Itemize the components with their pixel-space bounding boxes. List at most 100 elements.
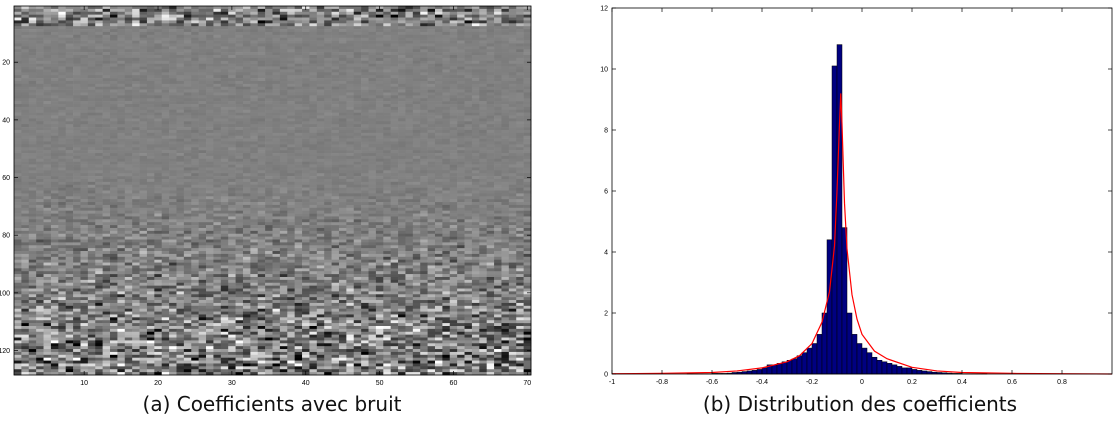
image-cell <box>390 135 399 139</box>
image-cell <box>132 181 140 186</box>
image-cell <box>324 43 332 47</box>
image-cell <box>316 26 325 30</box>
image-cell <box>449 66 458 70</box>
image-cell <box>250 147 259 151</box>
image-cell <box>139 98 148 102</box>
image-cell <box>80 167 89 171</box>
image-cell <box>265 147 273 151</box>
image-cell <box>73 127 81 131</box>
image-cell <box>65 115 74 119</box>
image-cell <box>28 150 37 154</box>
image-cell <box>486 69 495 73</box>
image-cell <box>486 138 495 142</box>
image-cell <box>471 66 480 70</box>
image-cell <box>87 176 96 180</box>
image-cell <box>353 98 362 102</box>
image-cell <box>132 49 140 53</box>
image-cell <box>279 181 288 186</box>
image-cell <box>294 66 303 70</box>
image-cell <box>110 109 118 113</box>
image-cell <box>302 118 310 122</box>
image-cell <box>36 80 44 85</box>
image-cell <box>516 115 524 119</box>
image-cell <box>338 95 347 99</box>
image-cell <box>486 199 495 203</box>
image-cell <box>154 144 163 148</box>
image-cell <box>316 83 325 88</box>
image-cell <box>242 129 251 134</box>
image-cell <box>420 202 428 206</box>
image-cell <box>412 135 421 139</box>
image-cell <box>28 127 37 131</box>
image-cell <box>398 161 406 165</box>
image-cell <box>176 176 185 180</box>
image-cell <box>154 63 163 67</box>
image-cell <box>87 95 96 99</box>
image-cell <box>206 181 214 186</box>
image-cell <box>257 121 266 125</box>
image-cell <box>434 190 443 194</box>
image-cell <box>43 20 52 24</box>
image-cell <box>486 40 495 44</box>
image-cell <box>176 26 185 30</box>
image-cell <box>257 196 266 200</box>
image-cell <box>95 147 103 151</box>
image-cell <box>257 167 266 171</box>
image-cell <box>124 118 133 122</box>
image-cell <box>43 98 52 102</box>
image-cell <box>87 199 96 203</box>
image-cell <box>43 57 52 62</box>
image-cell <box>235 49 244 53</box>
image-cell <box>479 17 487 21</box>
image-cell <box>213 83 222 88</box>
image-cell <box>309 60 318 64</box>
image-cell <box>479 178 487 183</box>
image-cell <box>331 155 340 160</box>
image-cell <box>139 129 148 134</box>
image-cell <box>80 17 89 21</box>
image-cell <box>257 138 266 142</box>
image-cell <box>265 115 273 119</box>
image-cell <box>353 147 362 151</box>
image-cell <box>405 40 414 44</box>
image-cell <box>449 167 458 171</box>
image-cell <box>154 23 163 27</box>
image-cell <box>442 155 451 160</box>
image-cell <box>338 92 347 96</box>
image-cell <box>58 20 66 24</box>
image-cell <box>508 106 517 111</box>
image-cell <box>191 26 199 30</box>
image-cell <box>508 92 517 96</box>
image-cell <box>420 57 428 62</box>
image-cell <box>442 161 451 165</box>
image-cell <box>434 17 443 21</box>
image-cell <box>361 115 369 119</box>
image-cell <box>494 153 502 157</box>
image-cell <box>442 34 451 39</box>
image-cell <box>353 121 362 125</box>
image-cell <box>198 63 207 67</box>
image-cell <box>161 101 170 105</box>
image-cell <box>21 95 30 99</box>
image-cell <box>191 6 199 10</box>
image-cell <box>183 141 192 145</box>
image-cell <box>412 112 421 116</box>
image-cell <box>427 173 436 177</box>
image-cell <box>287 63 295 67</box>
image-cell <box>50 95 59 99</box>
image-cell <box>302 129 310 134</box>
image-cell <box>405 43 414 47</box>
image-cell <box>516 196 524 200</box>
image-cell <box>28 80 37 85</box>
image-cell <box>449 29 458 33</box>
image-cell <box>21 23 30 27</box>
image-cell <box>28 204 37 209</box>
image-cell <box>14 43 22 47</box>
image-cell <box>250 190 259 194</box>
image-cell <box>14 124 22 128</box>
image-cell <box>198 17 207 21</box>
image-cell <box>58 121 66 125</box>
image-cell <box>494 202 502 206</box>
image-cell <box>324 147 332 151</box>
image-cell <box>220 104 229 108</box>
